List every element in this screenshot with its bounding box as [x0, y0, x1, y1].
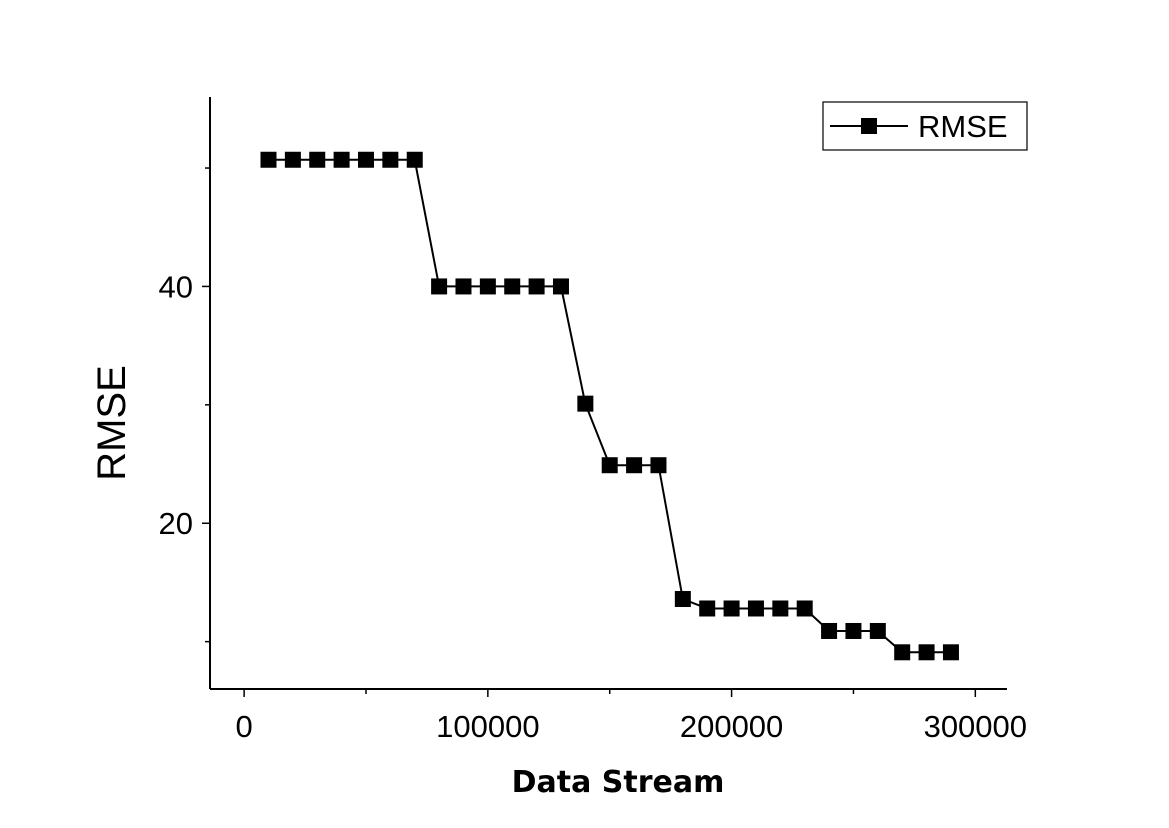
series: [260, 151, 959, 661]
y-axis-title: RMSE: [90, 365, 134, 481]
data-point-marker: [821, 622, 838, 639]
data-point-marker: [577, 395, 594, 412]
x-tick-label: 0: [235, 709, 252, 744]
data-point-marker: [845, 622, 862, 639]
x-tick-label: 100000: [436, 709, 539, 744]
data-point-marker: [504, 278, 521, 295]
data-point-marker: [431, 278, 448, 295]
data-point-marker: [942, 644, 959, 661]
data-point-marker: [747, 600, 764, 617]
data-point-marker: [309, 151, 326, 168]
x-ticks: 0 100000 200000 300000: [235, 689, 1027, 744]
data-point-marker: [455, 278, 472, 295]
series-line-rmse: [268, 158, 951, 654]
x-axis-title: Data Stream: [512, 765, 725, 800]
data-point-marker: [796, 600, 813, 617]
data-point-marker: [869, 622, 886, 639]
data-point-marker: [626, 457, 643, 474]
data-point-marker: [723, 600, 740, 617]
data-point-marker: [772, 600, 789, 617]
y-tick-label: 20: [159, 506, 193, 541]
data-point-marker: [552, 278, 569, 295]
x-tick-label: 200000: [680, 709, 783, 744]
data-point-marker: [528, 278, 545, 295]
data-point-marker: [918, 644, 935, 661]
data-point-marker: [894, 644, 911, 661]
data-point-marker: [601, 457, 618, 474]
legend-marker-sample: [861, 118, 877, 134]
legend: RMSE: [822, 101, 1028, 151]
data-point-marker: [284, 151, 301, 168]
data-point-marker: [260, 151, 277, 168]
data-point-marker: [333, 151, 350, 168]
data-point-marker: [479, 278, 496, 295]
data-point-marker: [674, 591, 691, 608]
data-point-marker: [699, 600, 716, 617]
legend-label: RMSE: [918, 109, 1008, 144]
data-point-marker: [650, 457, 667, 474]
x-tick-label: 300000: [924, 709, 1027, 744]
axes: [209, 97, 1007, 690]
data-point-marker: [357, 151, 374, 168]
data-point-marker: [382, 151, 399, 168]
y-tick-label: 40: [159, 269, 193, 304]
data-point-marker: [406, 151, 423, 168]
